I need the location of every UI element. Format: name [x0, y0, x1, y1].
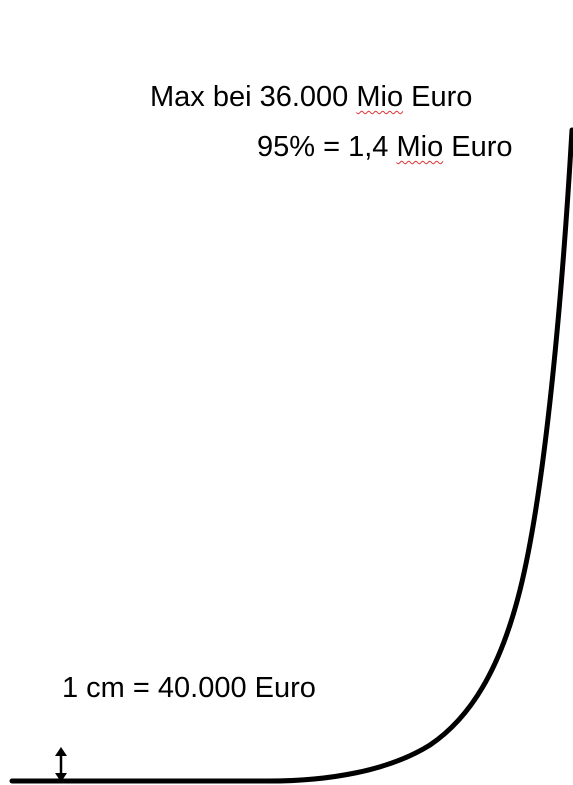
- percentile-annotation-prefix: 95% = 1,4: [257, 131, 397, 163]
- percentile-annotation: 95% = 1,4 Mio Euro: [257, 130, 513, 164]
- double-headed-arrow-icon: [55, 747, 67, 782]
- max-annotation: Max bei 36.000 Mio Euro: [150, 80, 472, 114]
- percentile-annotation-mio: Mio: [396, 131, 444, 163]
- max-annotation-mio: Mio: [356, 81, 404, 113]
- max-annotation-suffix: Euro: [403, 81, 473, 113]
- percentile-annotation-suffix: Euro: [443, 131, 513, 163]
- distribution-curve: [9, 127, 573, 784]
- scale-annotation: 1 cm = 40.000 Euro: [62, 672, 316, 704]
- max-annotation-prefix: Max bei 36.000: [150, 81, 357, 113]
